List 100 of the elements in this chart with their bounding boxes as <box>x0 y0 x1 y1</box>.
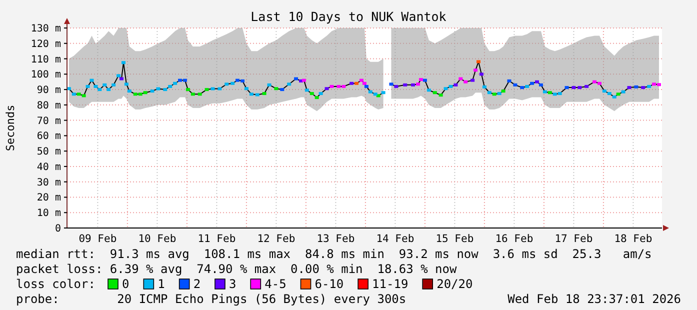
point <box>368 90 372 94</box>
point <box>482 85 486 88</box>
x-tick-label: 16 Feb <box>495 233 534 245</box>
point <box>647 84 652 88</box>
point <box>464 80 468 84</box>
point <box>411 83 416 86</box>
y-tick-label: 90 m <box>36 85 61 96</box>
point <box>94 84 98 88</box>
point <box>476 60 480 64</box>
point <box>204 88 209 92</box>
point <box>354 82 359 85</box>
point <box>487 91 492 94</box>
point <box>138 92 142 96</box>
point <box>173 82 178 85</box>
point <box>607 92 612 96</box>
point <box>168 84 172 88</box>
point <box>507 79 512 82</box>
text: probe: 20 ICMP Echo Pings (56 Bytes) every 300s <box>16 292 406 306</box>
point <box>116 74 121 78</box>
y-tick-label: 70 m <box>36 116 61 127</box>
legend-label: 11-19 <box>372 277 408 291</box>
point <box>304 88 309 92</box>
point <box>230 82 235 85</box>
y-tick-label: 30 m <box>36 177 61 188</box>
point <box>470 78 475 82</box>
y-tick-label: 10 m <box>36 208 61 220</box>
x-tick-label: 18 Feb <box>614 233 652 245</box>
point <box>342 84 346 88</box>
x-tick-label: 09 Feb <box>78 233 117 245</box>
point <box>641 86 646 90</box>
point <box>422 78 427 82</box>
point <box>656 83 661 86</box>
y-tick-label: 100 m <box>30 70 61 81</box>
point <box>616 92 620 96</box>
point <box>438 94 443 97</box>
point <box>584 84 589 88</box>
point <box>255 93 260 96</box>
point <box>236 78 240 82</box>
text: packet loss: 6.39 % avg 74.90 % max 0.00 % min 18.63 % now <box>16 262 458 276</box>
x-tick-label: 11 Feb <box>198 233 236 245</box>
point <box>362 82 366 85</box>
point <box>186 88 190 92</box>
point <box>597 82 602 85</box>
x-tick-label: 17 Feb <box>554 233 593 245</box>
point <box>280 88 284 92</box>
point <box>364 84 368 88</box>
point <box>535 80 540 84</box>
point <box>520 86 524 90</box>
legend-label: 2 <box>193 277 201 291</box>
point <box>178 78 182 82</box>
point <box>163 88 168 92</box>
point <box>548 91 552 94</box>
point <box>240 79 244 82</box>
point <box>120 77 124 80</box>
point <box>558 92 562 96</box>
point <box>318 92 323 96</box>
point <box>82 94 86 98</box>
point <box>552 92 557 96</box>
point <box>634 85 638 88</box>
point <box>112 83 116 86</box>
x-tick-label: 15 Feb <box>436 233 474 245</box>
point <box>474 68 478 72</box>
point <box>106 88 111 92</box>
point <box>274 87 278 90</box>
point <box>330 84 334 88</box>
y-tick-label: 60 m <box>36 131 61 142</box>
point <box>418 78 423 82</box>
point <box>190 92 195 96</box>
point <box>621 90 626 94</box>
point <box>426 88 431 92</box>
x-tick-label: 10 Feb <box>138 233 176 245</box>
y-tick-label: 130 m <box>30 24 61 34</box>
point <box>124 82 128 86</box>
y-tick-label: 50 m <box>36 146 61 158</box>
point <box>302 78 306 82</box>
point <box>381 91 386 94</box>
point <box>224 82 229 86</box>
point <box>72 92 76 96</box>
point <box>444 87 448 90</box>
point <box>198 92 202 96</box>
point <box>127 90 132 93</box>
point <box>416 82 420 86</box>
point <box>310 92 314 96</box>
point <box>612 95 616 98</box>
point <box>121 61 126 64</box>
point <box>249 92 254 96</box>
point <box>350 82 354 85</box>
legend-label: 3 <box>228 277 236 291</box>
point <box>572 86 576 90</box>
legend-title: loss color: <box>16 277 96 291</box>
text: Wed Feb 18 23:37:01 2026 <box>508 292 681 306</box>
point <box>287 82 292 86</box>
point <box>218 87 222 90</box>
point <box>501 90 506 93</box>
point <box>373 92 378 96</box>
point <box>564 86 569 90</box>
point <box>652 82 656 86</box>
point <box>294 77 298 80</box>
legend-label: 4-5 <box>264 277 286 291</box>
point <box>542 90 547 94</box>
